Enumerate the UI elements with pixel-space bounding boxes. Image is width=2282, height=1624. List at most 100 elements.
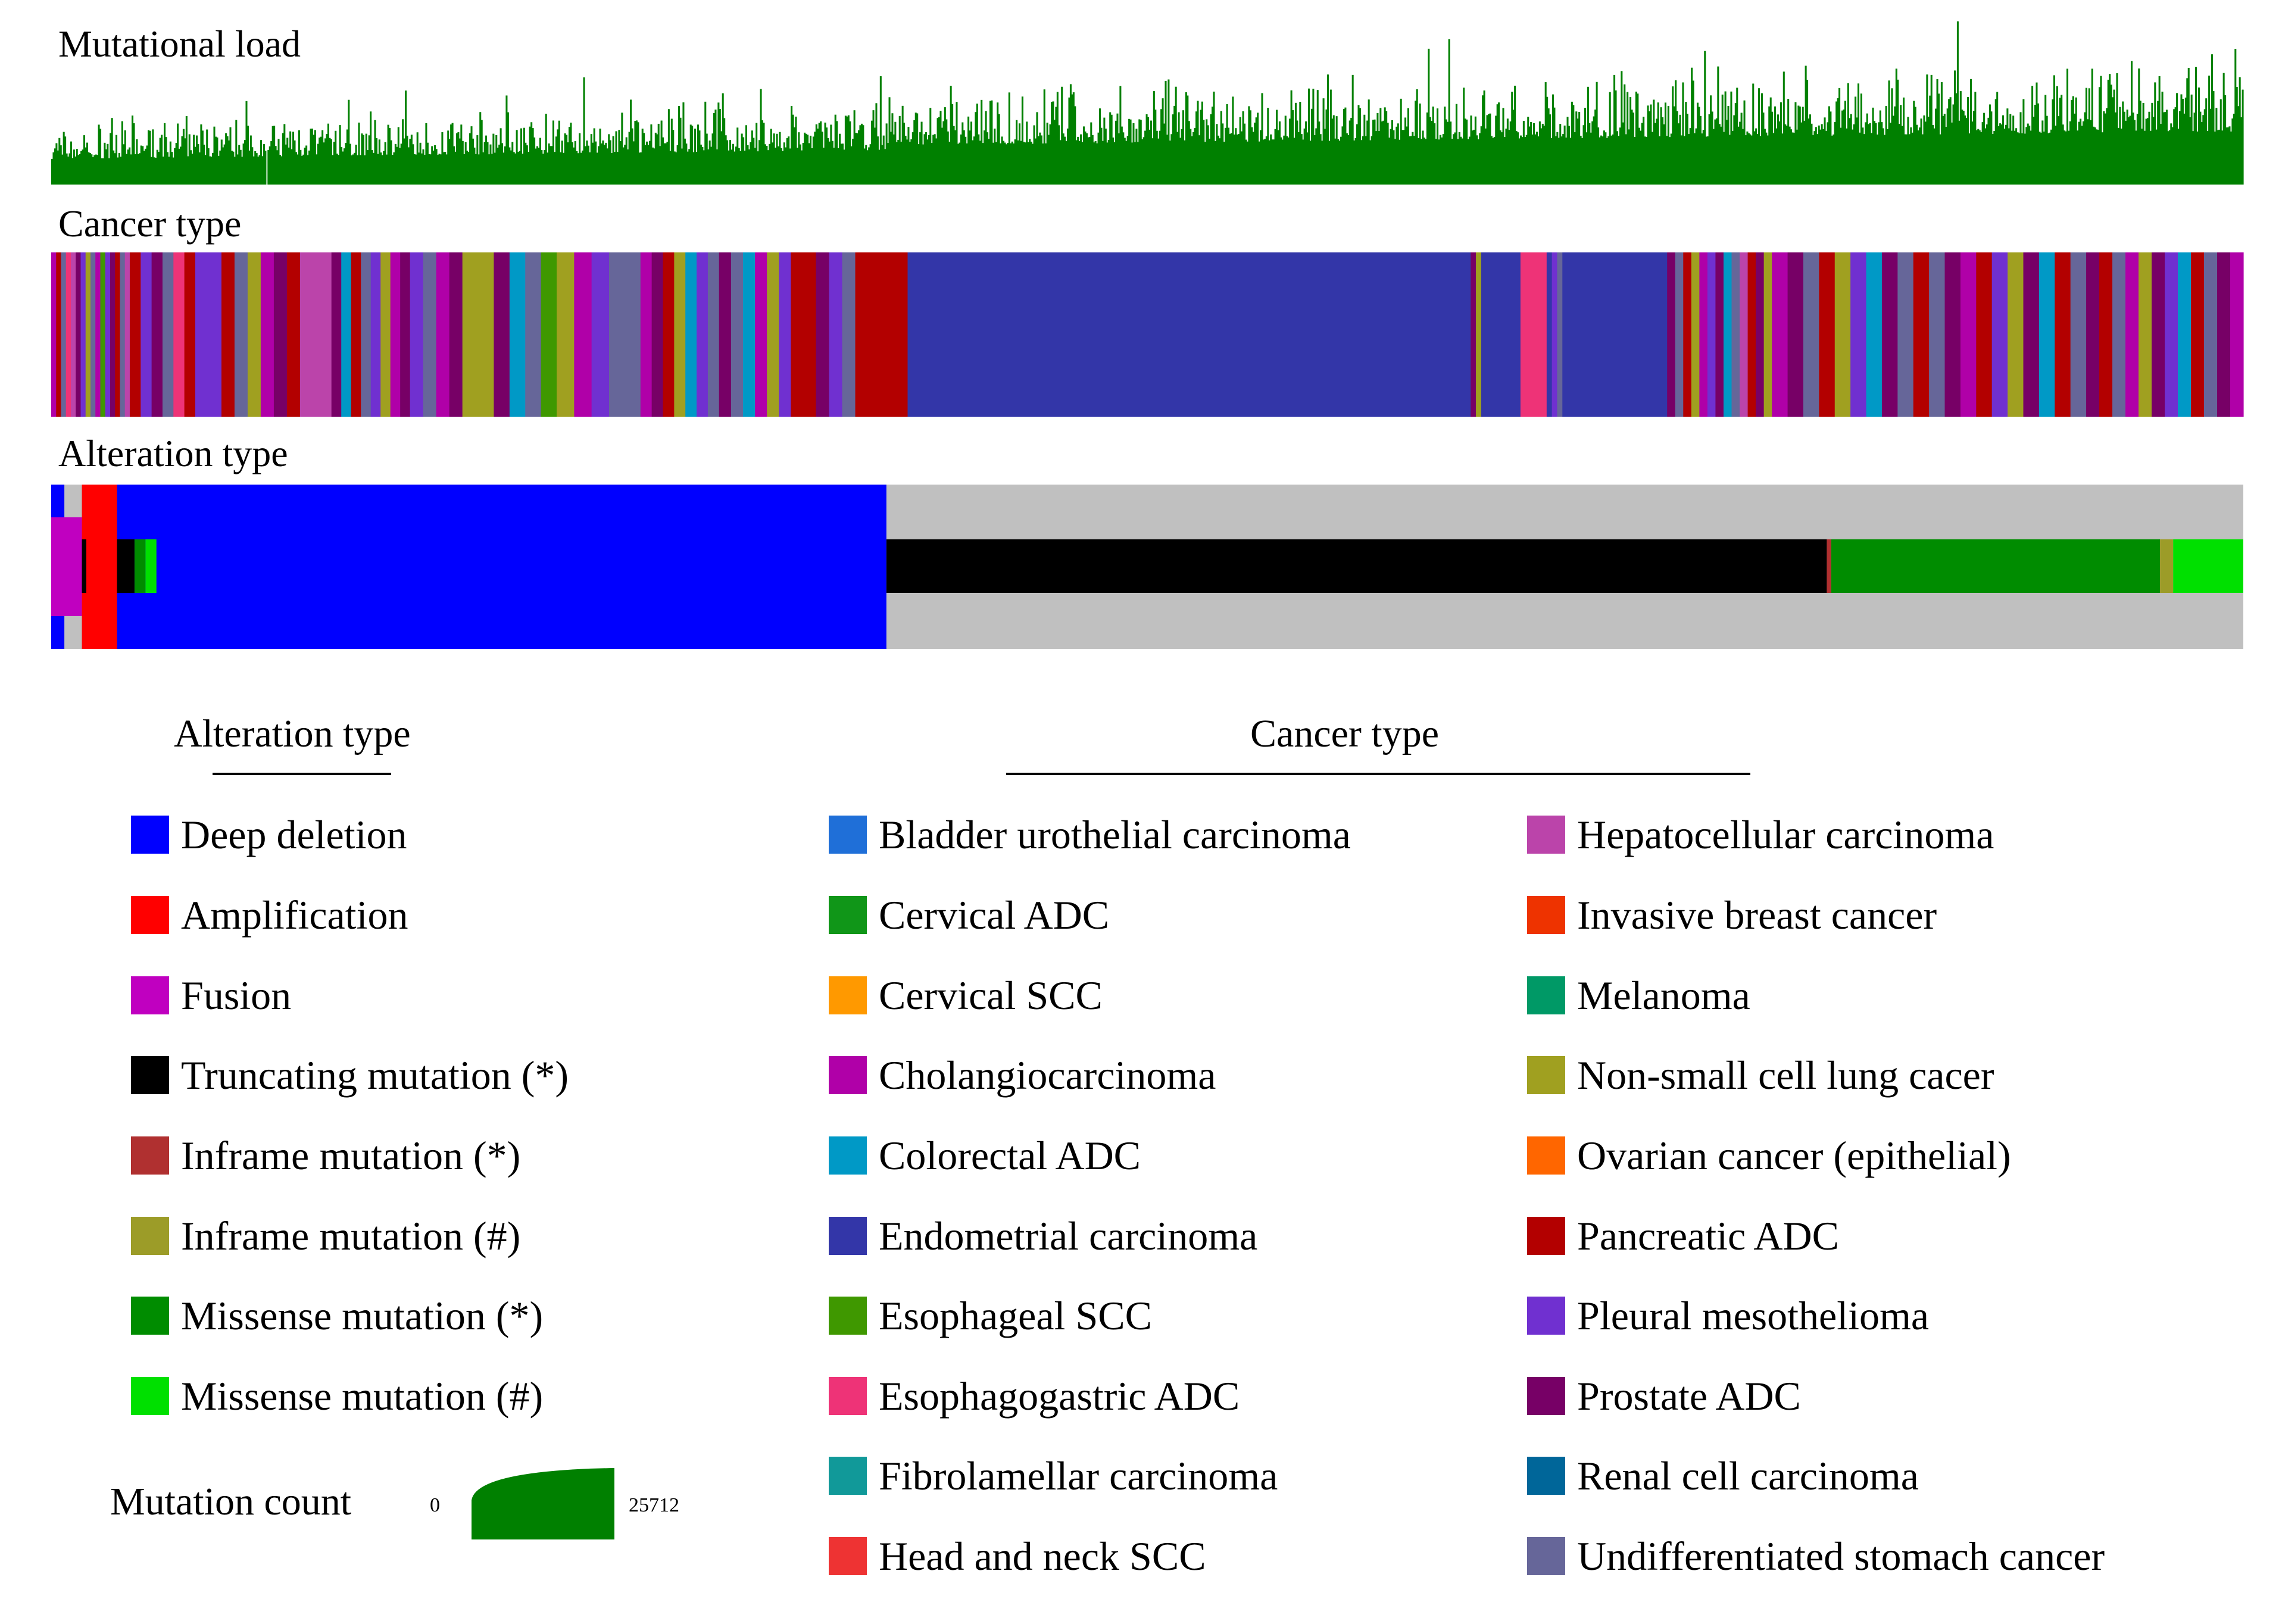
mutational-load-bar	[539, 138, 541, 185]
mutational-load-bar	[823, 148, 825, 185]
mutational-load-bar	[1996, 92, 1999, 185]
mutational-load-bar	[1987, 117, 1990, 185]
mutational-load-bar	[1696, 102, 1699, 185]
mutational-load-bar	[2135, 130, 2137, 185]
mutational-load-bar	[1325, 109, 1328, 185]
mutational-load-bar	[664, 143, 667, 185]
mutational-load-bar	[554, 152, 556, 185]
mutational-load-bar	[1812, 135, 1814, 185]
mutational-load-bar	[1033, 125, 1035, 185]
mutational-load-bar	[258, 155, 261, 185]
deep-deletion-swatch	[131, 816, 169, 854]
mutational-load-bar	[1264, 139, 1266, 185]
mutational-load-bar	[1444, 107, 1446, 185]
mutational-load-bar	[1140, 120, 1142, 185]
legend-item-esophagogastric-adc: Esophagogastric ADC	[829, 1373, 1240, 1419]
cancer-type-cell	[803, 252, 817, 417]
mutational-load-bar	[1673, 106, 1675, 185]
mutational-load-bar	[2100, 76, 2102, 185]
mutational-load-bar	[2178, 111, 2181, 185]
mutational-load-bar	[206, 129, 208, 185]
mutational-load-bar	[1604, 132, 1607, 185]
cancer-type-cell	[95, 252, 101, 417]
mutational-load-bar	[403, 138, 405, 185]
mutational-load-bar	[2022, 99, 2025, 185]
mutational-load-bar	[1666, 136, 1668, 185]
mutational-load-bar	[605, 142, 607, 185]
mutational-load-bar	[611, 152, 613, 185]
mutational-load-bar	[296, 154, 299, 185]
mutational-load-bar	[134, 154, 136, 185]
mutational-load-bar	[1799, 106, 1801, 185]
mutational-load-bar	[2103, 111, 2105, 185]
cancer-type-cell	[855, 252, 909, 417]
cancer-type-cell	[351, 252, 361, 417]
legend-item-cervical-scc: Cervical SCC	[829, 973, 1103, 1018]
mutational-load-bar	[1560, 136, 1563, 185]
mutational-load-bar	[1326, 74, 1329, 185]
mutational-load-bar	[1824, 117, 1826, 185]
undifferentiated-stomach-cancer-swatch	[1527, 1537, 1565, 1575]
mutational-load-bar	[1162, 98, 1164, 185]
mutational-load-bar	[1116, 113, 1119, 185]
mutational-load-bar	[1865, 122, 1867, 185]
legend-item-cervical-adc: Cervical ADC	[829, 892, 1109, 938]
mutational-load-bar	[1796, 129, 1798, 185]
cancer-type-cell	[640, 252, 653, 417]
mutational-load-bar	[470, 126, 473, 185]
mutational-load-bar	[308, 150, 311, 185]
mutational-load-bar	[1546, 96, 1549, 185]
mutational-load-bar	[640, 152, 642, 185]
mutational-load-bar	[1834, 122, 1836, 185]
mutational-load-bar	[219, 150, 221, 185]
legend-label: Pleural mesothelioma	[1577, 1293, 1930, 1338]
mutational-load-bar	[148, 130, 150, 185]
mutational-load-bar	[606, 148, 608, 185]
mutational-load-bar	[233, 157, 236, 185]
legend-item-amplification: Amplification	[131, 892, 408, 938]
mutational-load-bar	[1498, 102, 1500, 185]
mutational-load-bar	[181, 136, 183, 185]
mutational-load-bar	[1876, 135, 1878, 185]
cancer-type-cell	[115, 252, 121, 417]
mutational-load-bar	[1882, 128, 1884, 185]
mutational-load-bar	[1075, 140, 1078, 185]
mutational-load-bar	[486, 142, 489, 185]
mutational-load-bar	[277, 139, 280, 185]
mutational-load-bar	[1315, 128, 1318, 185]
mutational-load-bar	[991, 100, 993, 185]
mutational-load-bar	[1258, 141, 1260, 185]
mutational-load-bar	[204, 155, 207, 185]
mutational-load-bar	[152, 129, 154, 185]
legend-label: Hepatocellular carcinoma	[1577, 812, 1994, 857]
mutational-load-bar	[246, 126, 249, 185]
mutational-load-bar	[2003, 129, 2006, 185]
mutational-load-bar	[1053, 120, 1056, 185]
mutational-load-bar	[964, 136, 967, 185]
mutational-load-bar	[335, 130, 337, 185]
legend-label: Inframe mutation (*)	[181, 1133, 521, 1178]
mutational-load-bar	[678, 105, 680, 185]
mutational-load-bar	[941, 127, 943, 185]
mutational-load-bar	[595, 141, 597, 185]
mutational-load-bar	[1921, 134, 1924, 185]
mutational-load-bar	[973, 136, 975, 185]
mutational-load-bar	[371, 150, 373, 185]
mutational-load-bar	[956, 102, 958, 185]
cancer-type-cell	[462, 252, 495, 417]
mutational-load-bar	[264, 151, 267, 185]
mutational-load-bar	[2138, 68, 2140, 185]
mutational-load-bar	[1381, 121, 1383, 185]
mutational-load-bar	[1344, 107, 1347, 185]
cholangiocarcinoma-swatch	[829, 1056, 867, 1094]
mutational-load-bar	[1791, 132, 1794, 185]
mutational-load-bar	[2037, 103, 2039, 185]
mutational-load-bar	[1943, 114, 1946, 185]
mutational-load-bar	[596, 152, 598, 185]
mutational-load-bar	[820, 121, 822, 185]
mutational-load-bar	[223, 144, 226, 185]
mutational-load-bar	[158, 151, 160, 185]
mutational-load-bar	[704, 101, 707, 185]
mutational-load-bar	[1657, 102, 1659, 185]
mutational-load-bar	[1493, 136, 1496, 185]
